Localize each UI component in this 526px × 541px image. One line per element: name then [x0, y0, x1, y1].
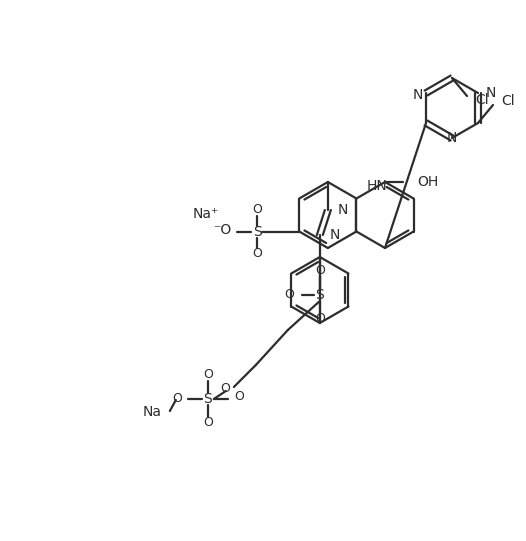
- Text: O: O: [203, 368, 213, 381]
- Text: O: O: [203, 417, 213, 430]
- Text: ⁻O: ⁻O: [213, 223, 231, 237]
- Text: S: S: [316, 288, 324, 302]
- Text: N: N: [412, 88, 423, 102]
- Text: O: O: [234, 391, 244, 404]
- Text: O: O: [315, 313, 325, 326]
- Text: O: O: [252, 203, 262, 216]
- Text: Cl: Cl: [501, 94, 514, 108]
- Text: N: N: [338, 203, 348, 217]
- Text: S: S: [204, 392, 212, 406]
- Text: O: O: [252, 247, 262, 260]
- Text: O: O: [315, 265, 325, 278]
- Text: S: S: [253, 225, 261, 239]
- Text: Cl: Cl: [475, 93, 489, 107]
- Text: N: N: [447, 131, 457, 145]
- Text: Na: Na: [143, 405, 162, 419]
- Text: O: O: [172, 393, 182, 406]
- Text: O: O: [220, 382, 230, 395]
- Text: Na⁺: Na⁺: [192, 207, 218, 221]
- Text: N: N: [486, 86, 497, 100]
- Text: O: O: [284, 288, 294, 301]
- Text: N: N: [330, 228, 340, 242]
- Text: HN: HN: [367, 179, 388, 193]
- Text: OH: OH: [417, 175, 438, 189]
